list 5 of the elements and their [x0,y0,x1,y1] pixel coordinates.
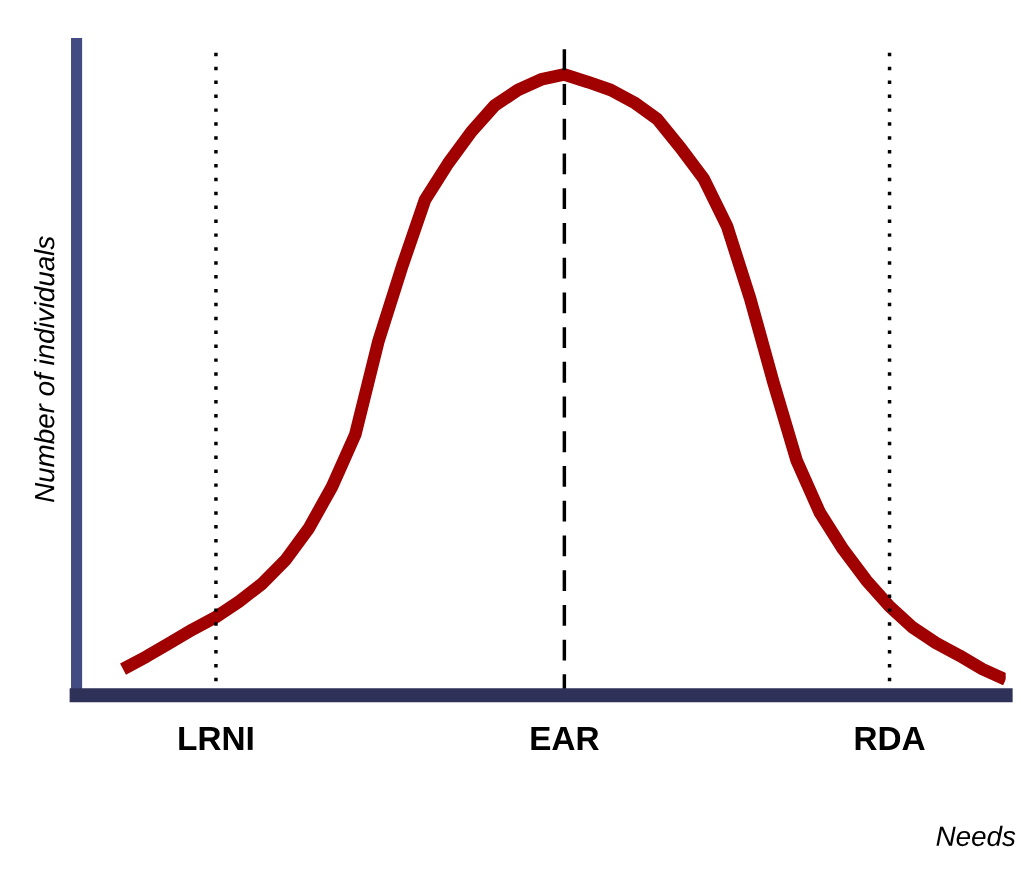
x-tick-label: EAR [531,726,599,750]
x-tick-label: RDA [855,726,925,750]
x-axis-title: Needs [936,825,1016,847]
x-tick-label: LRNI [179,726,253,750]
y-axis-title: Number of individuals [34,236,55,503]
